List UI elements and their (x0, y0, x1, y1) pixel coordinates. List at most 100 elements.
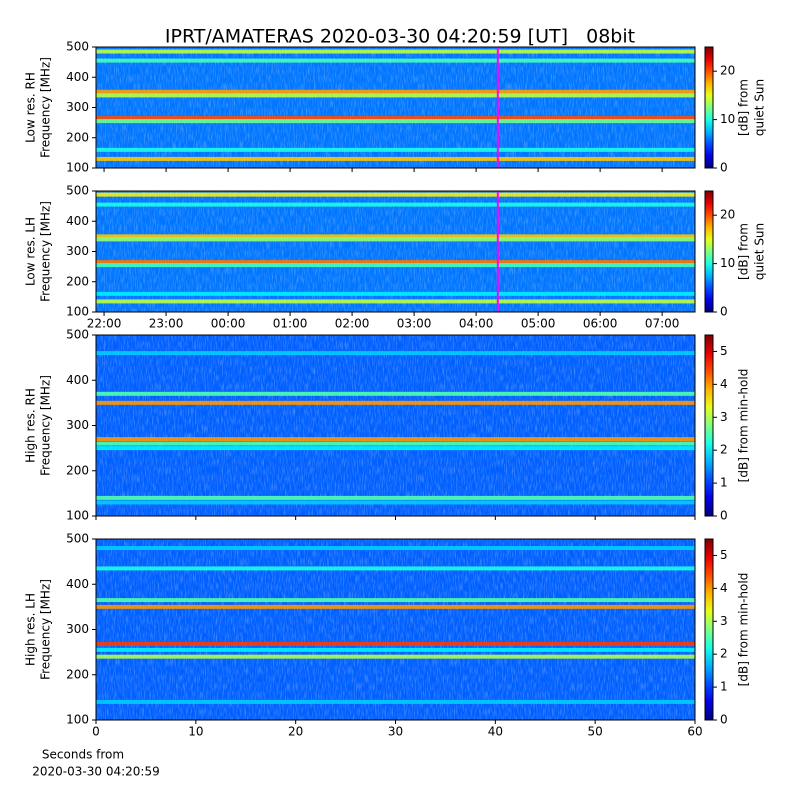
x-tick-label: 50 (588, 725, 603, 739)
colorbar-tick-label: 1 (720, 680, 728, 694)
band (96, 58, 695, 63)
x-tick-label: 01:00 (273, 317, 308, 331)
y-tick-label: 300 (66, 100, 89, 114)
y-tick-label: 400 (66, 70, 89, 84)
spectrogram (96, 47, 695, 168)
y-tick-label: 400 (66, 214, 89, 228)
y-tick-label: 100 (66, 713, 89, 727)
band (96, 202, 695, 207)
y-tick-label: 200 (66, 667, 89, 681)
y-axis-label: Frequency [MHz] (39, 201, 53, 302)
x-axis-label: 2020-03-30 04:20:59 (32, 765, 159, 779)
y-axis-label: High res. RH (24, 388, 38, 463)
colorbar-tick-label: 0 (720, 161, 728, 175)
band (96, 156, 695, 161)
x-tick-label: 60 (687, 725, 702, 739)
band (96, 291, 695, 296)
colorbar (704, 190, 714, 313)
band (96, 546, 695, 551)
band (96, 260, 695, 265)
y-axis-label: Frequency [MHz] (39, 57, 53, 158)
y-tick-label: 500 (66, 532, 89, 546)
colorbar (704, 334, 714, 517)
y-tick-label: 300 (66, 418, 89, 432)
colorbar-label: [dB] from min-hold (737, 573, 751, 687)
band (96, 391, 695, 396)
y-tick-label: 500 (66, 40, 89, 54)
colorbar-tick-label: 2 (720, 443, 728, 457)
y-tick-label: 500 (66, 328, 89, 342)
y-tick-label: 200 (66, 274, 89, 288)
band (96, 237, 695, 242)
y-tick-label: 300 (66, 622, 89, 636)
figure-title: IPRT/AMATERAS 2020-03-30 04:20:59 [UT] 0… (165, 26, 635, 48)
band (96, 49, 695, 54)
noise (96, 191, 695, 312)
band (96, 647, 695, 652)
y-tick-label: 400 (66, 373, 89, 387)
colorbar-tick-label: 20 (720, 64, 735, 78)
colorbar-tick-label: 1 (720, 476, 728, 490)
y-tick-label: 500 (66, 184, 89, 198)
y-tick-label: 200 (66, 463, 89, 477)
y-tick-label: 400 (66, 577, 89, 591)
x-tick-label: 02:00 (335, 317, 370, 331)
x-tick-label: 03:00 (397, 317, 432, 331)
colorbar-tick-label: 4 (720, 581, 728, 595)
colorbar-tick-label: 4 (720, 377, 728, 391)
colorbar-tick-label: 20 (720, 208, 735, 222)
x-tick-label: 00:00 (211, 317, 246, 331)
y-tick-label: 100 (66, 509, 89, 523)
x-tick-label: 10 (188, 725, 203, 739)
colorbar-tick-label: 10 (720, 256, 735, 270)
band (96, 93, 695, 98)
colorbar-tick-label: 5 (720, 344, 728, 358)
band (96, 566, 695, 571)
y-tick-label: 300 (66, 244, 89, 258)
x-tick-label: 20 (288, 725, 303, 739)
band (96, 441, 695, 446)
band (96, 299, 695, 304)
x-tick-label: 40 (488, 725, 503, 739)
band (96, 147, 695, 152)
x-tick-label: 05:00 (521, 317, 556, 331)
spectrogram (96, 539, 695, 720)
spectrogram (96, 335, 695, 516)
colorbar-label: quiet Sun (753, 79, 767, 136)
band (96, 351, 695, 356)
spectrogram (96, 191, 695, 312)
x-tick-label: 22:00 (87, 317, 122, 331)
colorbar-label: [dB] from (737, 79, 751, 136)
y-axis-label: Low res. LH (24, 217, 38, 286)
band (96, 234, 695, 239)
colorbar-tick-label: 3 (720, 410, 728, 424)
colorbar-label: [dB] from min-hold (737, 369, 751, 483)
noise (96, 539, 695, 720)
y-axis-label: High res. LH (24, 593, 38, 666)
y-axis-label: Frequency [MHz] (39, 579, 53, 680)
colorbar (704, 46, 714, 169)
noise (96, 47, 695, 168)
colorbar-tick-label: 0 (720, 509, 728, 523)
band (96, 89, 695, 94)
x-tick-label: 06:00 (583, 317, 618, 331)
x-tick-label: 30 (388, 725, 403, 739)
band (96, 495, 695, 500)
band (96, 116, 695, 121)
y-tick-label: 200 (66, 130, 89, 144)
x-tick-label: 0 (92, 725, 100, 739)
band (96, 654, 695, 659)
x-tick-label: 07:00 (645, 317, 680, 331)
colorbar-tick-label: 5 (720, 548, 728, 562)
y-axis-label: Frequency [MHz] (39, 375, 53, 476)
colorbar-tick-label: 0 (720, 305, 728, 319)
y-tick-label: 100 (66, 161, 89, 175)
x-tick-label: 04:00 (459, 317, 494, 331)
band (96, 500, 695, 505)
band (96, 192, 695, 197)
band (96, 400, 695, 405)
band (96, 119, 695, 124)
colorbar-label: quiet Sun (753, 223, 767, 280)
colorbar-tick-label: 3 (720, 614, 728, 628)
